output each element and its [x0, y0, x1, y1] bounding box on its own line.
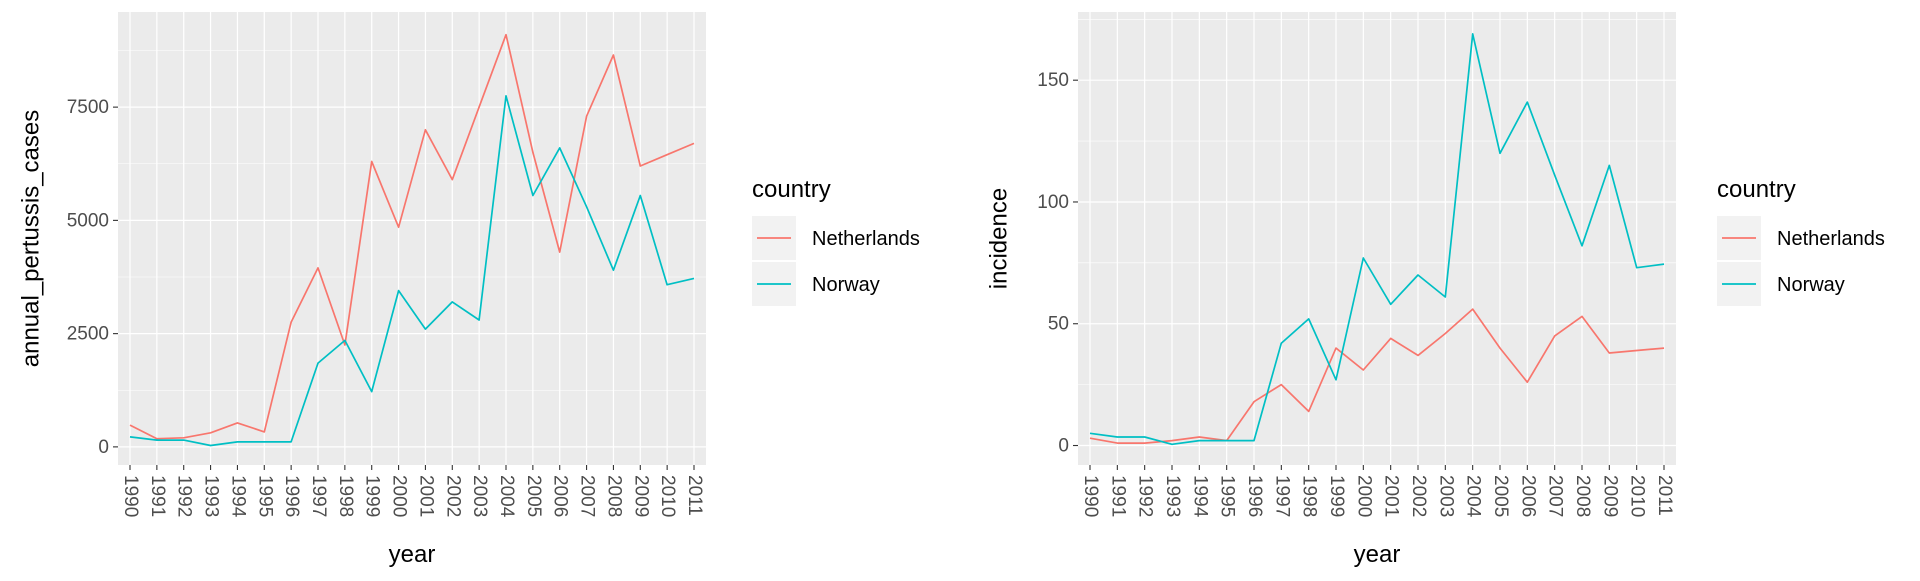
x-tick-label: 2003: [469, 475, 490, 517]
y-axis-title: incidence: [985, 188, 1012, 289]
x-tick-label: 2000: [1353, 475, 1374, 517]
x-tick-label: 2006: [1517, 475, 1538, 517]
series-line-norway: [1089, 33, 1665, 446]
x-tick-label: 1995: [254, 475, 275, 517]
legend-title: country: [1717, 176, 1796, 203]
x-tick-label: 2011: [684, 475, 705, 516]
x-tick-label: 1990: [1080, 475, 1101, 517]
x-tick-label: 2000: [389, 475, 410, 517]
x-tick-label: 1994: [227, 475, 248, 518]
x-tick-label: 1991: [147, 475, 168, 517]
y-tick-label: 5000: [67, 210, 109, 231]
legend-label-netherlands: Netherlands: [1777, 228, 1885, 250]
x-tick-label: 2005: [523, 475, 544, 517]
x-tick-label: 1992: [1135, 475, 1156, 517]
legend: country Netherlands Norway: [1717, 176, 1885, 306]
x-tick-label: 1991: [1107, 475, 1128, 517]
legend-label-norway: Norway: [1777, 274, 1845, 296]
series-line-norway: [129, 94, 695, 447]
legend-title: country: [752, 176, 831, 203]
x-tick-label: 2008: [1572, 475, 1593, 517]
x-tick-label: 2011: [1654, 475, 1675, 516]
x-axis-title: year: [1354, 541, 1401, 568]
x-tick-label: 1999: [362, 475, 383, 517]
y-tick-label: 150: [1037, 70, 1069, 91]
legend-label-netherlands: Netherlands: [812, 228, 920, 250]
x-tick-label: 2001: [1381, 475, 1402, 517]
x-tick-label: 1998: [1299, 475, 1320, 517]
plot-background: [118, 12, 706, 465]
x-tick-label: 2006: [550, 475, 571, 517]
x-tick-label: 2002: [442, 475, 463, 517]
x-tick-label: 1995: [1217, 475, 1238, 517]
x-tick-label: 2004: [1463, 475, 1484, 518]
x-tick-label: 1997: [1271, 475, 1292, 517]
series-line-netherlands: [129, 33, 695, 440]
x-tick-label: 1994: [1189, 475, 1210, 518]
x-tick-label: 2003: [1435, 475, 1456, 517]
y-tick-label: 0: [1058, 436, 1069, 457]
y-tick-label: 7500: [67, 97, 109, 118]
x-tick-label: 2009: [1599, 475, 1620, 517]
legend: country Netherlands Norway: [752, 176, 920, 306]
x-axis-title: year: [389, 541, 436, 568]
plot-background: [1078, 12, 1676, 465]
y-tick-label: 2500: [67, 324, 109, 345]
y-tick-label: 50: [1048, 314, 1069, 335]
x-tick-label: 2010: [657, 475, 678, 517]
y-tick-label: 100: [1037, 192, 1069, 213]
chart-panel-2: 0 50 100 150 1990 1991 1992 1993 1994 1995 1996 199…: [985, 12, 1885, 568]
x-tick-label: 1996: [281, 475, 302, 517]
series-line-netherlands: [1089, 308, 1665, 444]
x-tick-label: 2007: [577, 475, 598, 517]
x-tick-label: 2009: [630, 475, 651, 517]
legend-label-norway: Norway: [812, 274, 880, 296]
x-tick-label: 1990: [120, 475, 141, 517]
x-tick-label: 1996: [1244, 475, 1265, 517]
y-tick-label: 0: [98, 437, 109, 458]
x-tick-label: 2005: [1490, 475, 1511, 517]
x-tick-label: 2007: [1545, 475, 1566, 517]
y-axis-title: annual_pertussis_cases: [17, 110, 44, 368]
x-tick-label: 1993: [201, 475, 222, 517]
x-tick-label: 2002: [1408, 475, 1429, 517]
chart-panel-1: 0 2500 5000 7500 1990 1991 1992 1993 1994 1995 199…: [17, 12, 920, 568]
x-tick-label: 1997: [308, 475, 329, 517]
x-tick-label: 2008: [603, 475, 624, 517]
x-tick-label: 1998: [335, 475, 356, 517]
x-tick-label: 1992: [174, 475, 195, 517]
x-tick-label: 2001: [415, 475, 436, 517]
x-tick-label: 2010: [1627, 475, 1648, 517]
x-tick-label: 2004: [496, 475, 517, 518]
x-tick-label: 1999: [1326, 475, 1347, 517]
x-tick-label: 1993: [1162, 475, 1183, 517]
